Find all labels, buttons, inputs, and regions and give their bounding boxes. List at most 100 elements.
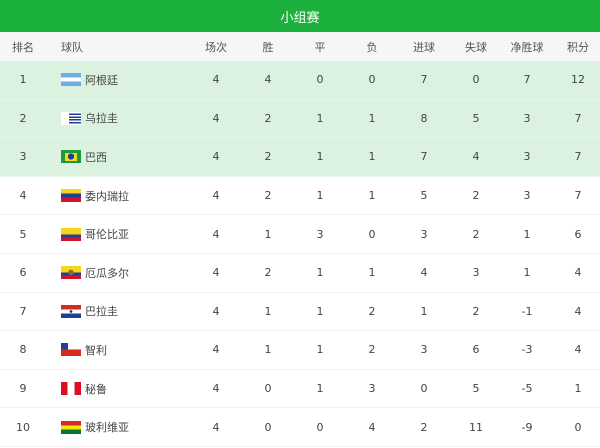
table-row[interactable]: 9 秘鲁 4 0 1 3 0 5 -5 1 (0, 370, 600, 409)
header-goals-for: 进球 (413, 40, 435, 54)
venezuela-flag-icon (61, 189, 81, 203)
played-cell: 4 (212, 382, 220, 396)
goals-against-cell: 5 (472, 382, 480, 396)
won-cell: 1 (264, 343, 272, 357)
goal-diff-cell: -1 (521, 304, 533, 318)
uruguay-flag-icon (61, 111, 81, 125)
rank-cell: 1 (19, 73, 27, 87)
ecuador-flag-icon (61, 266, 81, 280)
goals-against-cell: 2 (472, 189, 480, 203)
goals-for-cell: 4 (420, 266, 428, 280)
table-row[interactable]: 3 巴西 4 2 1 1 7 4 3 7 (0, 138, 600, 177)
team-name: 巴拉圭 (85, 305, 118, 319)
header-drawn: 平 (314, 40, 326, 54)
bolivia-flag-icon (61, 420, 81, 434)
goal-diff-cell: 1 (523, 266, 531, 280)
team-name: 哥伦比亚 (85, 228, 129, 242)
table-row[interactable]: 5 哥伦比亚 4 1 3 0 3 2 1 6 (0, 215, 600, 254)
team-cell[interactable]: 委内瑞拉 (61, 188, 129, 204)
rank-cell: 7 (19, 304, 27, 318)
table-row[interactable]: 6 厄瓜多尔 4 2 1 1 4 3 1 4 (0, 254, 600, 293)
peru-flag-icon (61, 382, 81, 396)
team-cell[interactable]: 秘鲁 (61, 381, 107, 397)
team-cell[interactable]: 玻利维亚 (61, 419, 129, 435)
lost-cell: 4 (368, 420, 376, 434)
table-row[interactable]: 1 阿根廷 4 4 0 0 7 0 7 12 (0, 61, 600, 100)
goals-against-cell: 4 (472, 150, 480, 164)
team-cell[interactable]: 阿根廷 (61, 72, 118, 88)
team-name: 阿根廷 (85, 73, 118, 87)
won-cell: 1 (264, 304, 272, 318)
table-row[interactable]: 2 乌拉圭 4 2 1 1 8 5 3 7 (0, 99, 600, 139)
goal-diff-cell: 3 (523, 150, 531, 164)
goals-against-cell: 3 (472, 266, 480, 280)
team-name: 乌拉圭 (85, 112, 118, 126)
table-row[interactable]: 7 巴拉圭 4 1 1 2 1 2 -1 4 (0, 293, 600, 332)
goals-for-cell: 2 (420, 420, 428, 434)
won-cell: 0 (264, 382, 272, 396)
team-cell[interactable]: 巴西 (61, 149, 107, 165)
drawn-cell: 1 (316, 382, 324, 396)
rank-cell: 3 (19, 150, 27, 164)
goals-for-cell: 7 (420, 73, 428, 87)
played-cell: 4 (212, 111, 220, 125)
goals-against-cell: 0 (472, 73, 480, 87)
won-cell: 1 (264, 227, 272, 241)
table-row[interactable]: 8 智利 4 1 1 2 3 6 -3 4 (0, 331, 600, 370)
drawn-cell: 1 (316, 150, 324, 164)
goals-for-cell: 0 (420, 382, 428, 396)
drawn-cell: 1 (316, 343, 324, 357)
goals-against-cell: 6 (472, 343, 480, 357)
played-cell: 4 (212, 343, 220, 357)
points-cell: 7 (574, 150, 582, 164)
drawn-cell: 1 (316, 304, 324, 318)
argentina-flag-icon (61, 73, 81, 87)
lost-cell: 1 (368, 189, 376, 203)
team-cell[interactable]: 哥伦比亚 (61, 226, 129, 242)
team-name: 巴西 (85, 150, 107, 164)
drawn-cell: 0 (316, 420, 324, 434)
table-row[interactable]: 4 委内瑞拉 4 2 1 1 5 2 3 7 (0, 177, 600, 216)
goal-diff-cell: 1 (523, 227, 531, 241)
team-cell[interactable]: 乌拉圭 (61, 110, 118, 126)
played-cell: 4 (212, 73, 220, 87)
team-cell[interactable]: 厄瓜多尔 (61, 265, 129, 281)
goals-for-cell: 7 (420, 150, 428, 164)
rank-cell: 8 (19, 343, 27, 357)
team-cell[interactable]: 智利 (61, 342, 107, 358)
points-cell: 4 (574, 343, 582, 357)
header-goals-against: 失球 (465, 40, 487, 54)
drawn-cell: 3 (316, 227, 324, 241)
goal-diff-cell: 7 (523, 73, 531, 87)
goals-for-cell: 1 (420, 304, 428, 318)
rank-cell: 6 (19, 266, 27, 280)
team-name: 厄瓜多尔 (85, 266, 129, 280)
rank-cell: 10 (16, 420, 30, 434)
drawn-cell: 1 (316, 111, 324, 125)
points-cell: 1 (574, 382, 582, 396)
team-cell[interactable]: 巴拉圭 (61, 303, 118, 319)
team-name: 秘鲁 (85, 382, 107, 396)
drawn-cell: 1 (316, 266, 324, 280)
header-points: 积分 (567, 40, 589, 54)
played-cell: 4 (212, 189, 220, 203)
header-goal-diff: 净胜球 (510, 40, 544, 54)
team-name: 委内瑞拉 (85, 189, 129, 203)
won-cell: 0 (264, 420, 272, 434)
lost-cell: 0 (368, 73, 376, 87)
won-cell: 2 (264, 150, 272, 164)
played-cell: 4 (212, 266, 220, 280)
table-row[interactable]: 10 玻利维亚 4 0 0 4 2 11 -9 0 (0, 408, 600, 447)
goal-diff-cell: -5 (521, 382, 533, 396)
points-cell: 7 (574, 189, 582, 203)
team-name: 智利 (85, 343, 107, 357)
rank-cell: 5 (19, 227, 27, 241)
goals-against-cell: 2 (472, 304, 480, 318)
goal-diff-cell: 3 (523, 111, 531, 125)
goals-against-cell: 2 (472, 227, 480, 241)
brazil-flag-icon (61, 150, 81, 164)
goals-for-cell: 3 (420, 227, 428, 241)
drawn-cell: 1 (316, 189, 324, 203)
points-cell: 6 (574, 227, 582, 241)
lost-cell: 1 (368, 111, 376, 125)
